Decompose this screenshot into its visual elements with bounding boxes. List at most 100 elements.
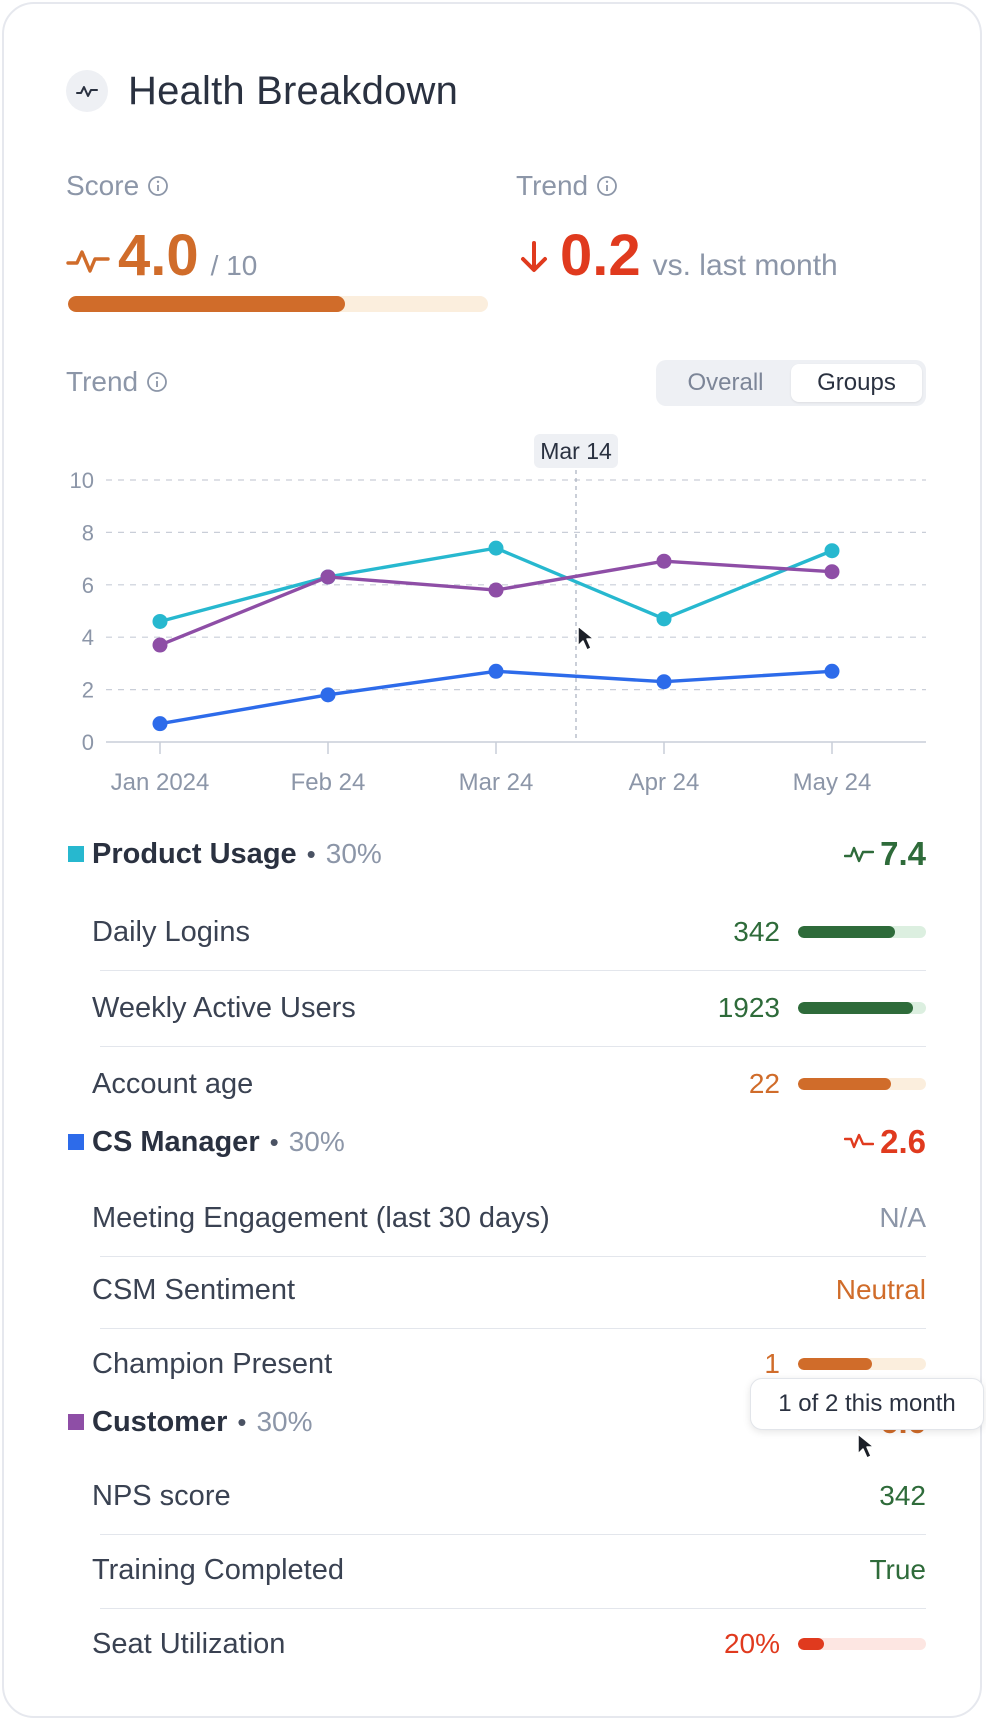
- metric-progress-bar: [798, 1002, 926, 1014]
- pulse-icon: [844, 846, 875, 863]
- metric-value: Neutral: [835, 1274, 926, 1305]
- group-name: CS Manager: [92, 1125, 260, 1158]
- trend-value: 0.2: [560, 223, 641, 288]
- group-name: Product Usage: [92, 837, 297, 870]
- page-title: Health Breakdown: [128, 68, 459, 113]
- data-point-customer: [320, 569, 336, 585]
- score-label: Score: [66, 170, 140, 201]
- view-toggle: Overall Groups: [656, 360, 926, 406]
- metric-value: 1923: [717, 992, 780, 1023]
- info-icon[interactable]: [146, 371, 168, 393]
- trend-suffix: vs. last month: [652, 249, 838, 282]
- x-tick-label: Apr 24: [629, 769, 700, 796]
- score-progress-fill: [68, 296, 346, 312]
- metric-row[interactable]: Training Completed True: [92, 1550, 926, 1590]
- group-name: Customer: [92, 1405, 228, 1438]
- metric-label: Seat Utilization: [92, 1627, 286, 1660]
- score-denominator: / 10: [210, 250, 258, 281]
- metric-row[interactable]: NPS score 342: [92, 1476, 926, 1516]
- tooltip-text: 1 of 2 this month: [778, 1390, 956, 1417]
- metric-value-group: 1923: [718, 992, 926, 1024]
- hover-label: Mar 14: [540, 438, 612, 464]
- group-score-value: 7.4: [880, 835, 926, 872]
- metric-label: Weekly Active Users: [92, 991, 356, 1024]
- group-weight: 30%: [288, 1126, 345, 1157]
- metric-value: 342: [733, 916, 780, 947]
- metric-progress-fill: [798, 926, 896, 938]
- series-line-cs-manager: [158, 669, 834, 726]
- trend-value-row: 0.2 vs. last month: [516, 222, 838, 289]
- metric-label: NPS score: [92, 1479, 231, 1512]
- data-point-cs-manager: [488, 663, 504, 679]
- score-progress-bar: [68, 296, 488, 312]
- metric-progress-fill: [798, 1358, 873, 1370]
- group-header[interactable]: Product Usage • 30% 7.4: [68, 834, 926, 874]
- mouse-cursor-icon: [857, 1433, 875, 1459]
- bullet-separator: •: [269, 1126, 279, 1157]
- group-swatch: [68, 846, 84, 862]
- metric-value: 342: [879, 1480, 926, 1511]
- y-tick-label: 10: [70, 468, 94, 493]
- series-line-customer: [158, 559, 834, 647]
- bullet-separator: •: [237, 1406, 247, 1437]
- tooltip: 1 of 2 this month: [750, 1378, 984, 1430]
- y-tick-label: 6: [82, 573, 94, 598]
- data-point-customer: [656, 553, 672, 569]
- metric-progress-bar: [798, 1638, 926, 1650]
- metric-row[interactable]: CSM Sentiment Neutral: [92, 1270, 926, 1310]
- divider: [100, 970, 926, 971]
- group-score: 2.6: [844, 1123, 926, 1161]
- data-point-cs-manager: [152, 716, 168, 732]
- metric-row[interactable]: Weekly Active Users 1923: [92, 988, 926, 1028]
- group-weight: 30%: [325, 838, 382, 869]
- metric-label: Account age: [92, 1067, 254, 1100]
- data-point-customer: [488, 582, 504, 598]
- metric-value: 22: [748, 1068, 780, 1099]
- pulse-down-icon: [844, 1133, 875, 1149]
- metric-value-group: 342: [733, 916, 926, 948]
- data-point-customer: [824, 564, 840, 580]
- y-tick-label: 8: [82, 520, 94, 545]
- metric-row[interactable]: Meeting Engagement (last 30 days) N/A: [92, 1198, 926, 1238]
- card-header: Health Breakdown: [66, 64, 458, 118]
- trend-label: Trend: [516, 170, 589, 201]
- arrow-down-icon: [521, 241, 547, 272]
- data-point-cs-manager: [656, 674, 672, 690]
- metric-value: 1: [764, 1348, 780, 1379]
- x-tick-label: Mar 24: [459, 769, 534, 796]
- x-tick-label: Jan 2024: [111, 769, 210, 796]
- group-header[interactable]: Customer•30%6.6: [68, 1402, 926, 1442]
- pulse-icon: [66, 70, 108, 112]
- group-score: 7.4: [844, 835, 926, 873]
- info-icon[interactable]: [596, 175, 618, 197]
- group-weight: 30%: [256, 1406, 313, 1437]
- metric-value-group: 1: [764, 1348, 926, 1380]
- metric-row[interactable]: Daily Logins 342: [92, 912, 926, 952]
- metric-row[interactable]: Champion Present 1: [92, 1344, 926, 1384]
- divider: [100, 1256, 926, 1257]
- toggle-groups[interactable]: Groups: [791, 364, 922, 402]
- metric-row[interactable]: Account age 22: [92, 1064, 926, 1104]
- mouse-cursor-icon: [577, 625, 595, 651]
- divider: [100, 1608, 926, 1609]
- metric-progress-bar: [798, 1358, 926, 1370]
- data-point-product-usage: [656, 611, 672, 627]
- score-label-row: Score: [66, 170, 169, 202]
- metric-label: Meeting Engagement (last 30 days): [92, 1201, 550, 1234]
- metric-progress-fill: [798, 1002, 914, 1014]
- toggle-overall[interactable]: Overall: [687, 369, 764, 396]
- y-tick-label: 2: [82, 678, 94, 703]
- metric-row[interactable]: Seat Utilization 20%: [92, 1624, 926, 1664]
- divider: [100, 1534, 926, 1535]
- metric-value: 20%: [723, 1628, 780, 1659]
- trend-chart[interactable]: 0 2 4 6 8 10 Jan 2024 Feb 24 Mar 24 Apr 24 May 24 M…: [4, 424, 984, 804]
- metric-value-group: 342: [879, 1480, 926, 1512]
- trend-chart-label: Trend: [66, 366, 139, 397]
- group-swatch: [68, 1414, 84, 1430]
- y-tick-label: 4: [82, 625, 94, 650]
- info-icon[interactable]: [147, 175, 169, 197]
- group-header[interactable]: CS Manager • 30% 2.6: [68, 1122, 926, 1162]
- divider: [100, 1046, 926, 1047]
- metric-progress-fill: [798, 1638, 824, 1650]
